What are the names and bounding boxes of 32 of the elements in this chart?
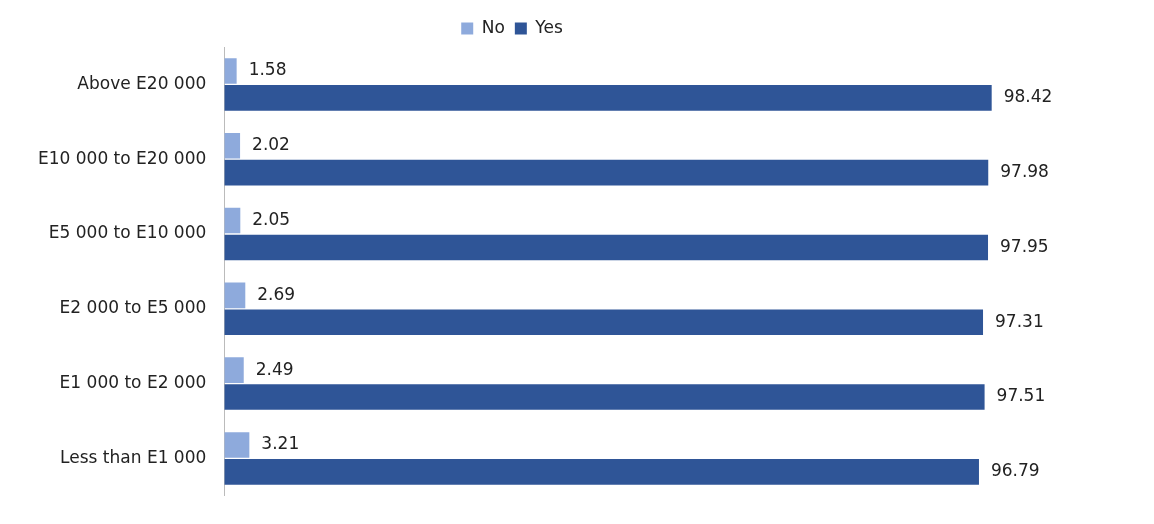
bar [224,85,992,111]
bar [224,282,246,309]
bar [224,159,989,186]
data-label: 97.98 [1000,161,1049,182]
legend-label: Yes [534,16,563,37]
bar [224,234,989,261]
bar [224,384,985,410]
y-tick-label: Less than E1 000 [60,446,207,467]
bar [224,207,241,234]
data-label: 2.02 [252,134,290,155]
data-label: 97.95 [1000,235,1049,256]
bar [224,432,250,458]
data-label: 97.51 [996,385,1046,406]
y-tick-label: E5 000 to E10 000 [48,222,207,243]
legend-label: No [481,16,505,37]
y-tick-label: Above E20 000 [77,72,207,93]
data-label: 2.05 [252,208,291,229]
data-label: 3.21 [261,433,300,454]
data-label: 2.69 [257,283,296,304]
data-label: 98.42 [1003,86,1053,107]
data-label: 2.49 [255,358,294,379]
y-tick-label: E10 000 to E20 000 [38,147,207,168]
data-label: 96.79 [990,460,1040,481]
bar [224,132,241,159]
y-tick-label: E1 000 to E2 000 [59,372,207,393]
data-label: 97.31 [995,310,1044,331]
bar [224,58,237,84]
bar [224,459,979,485]
bar [224,357,244,383]
bar [224,309,984,336]
y-tick-label: E2 000 to E5 000 [59,297,207,318]
data-label: 1.58 [248,59,287,80]
